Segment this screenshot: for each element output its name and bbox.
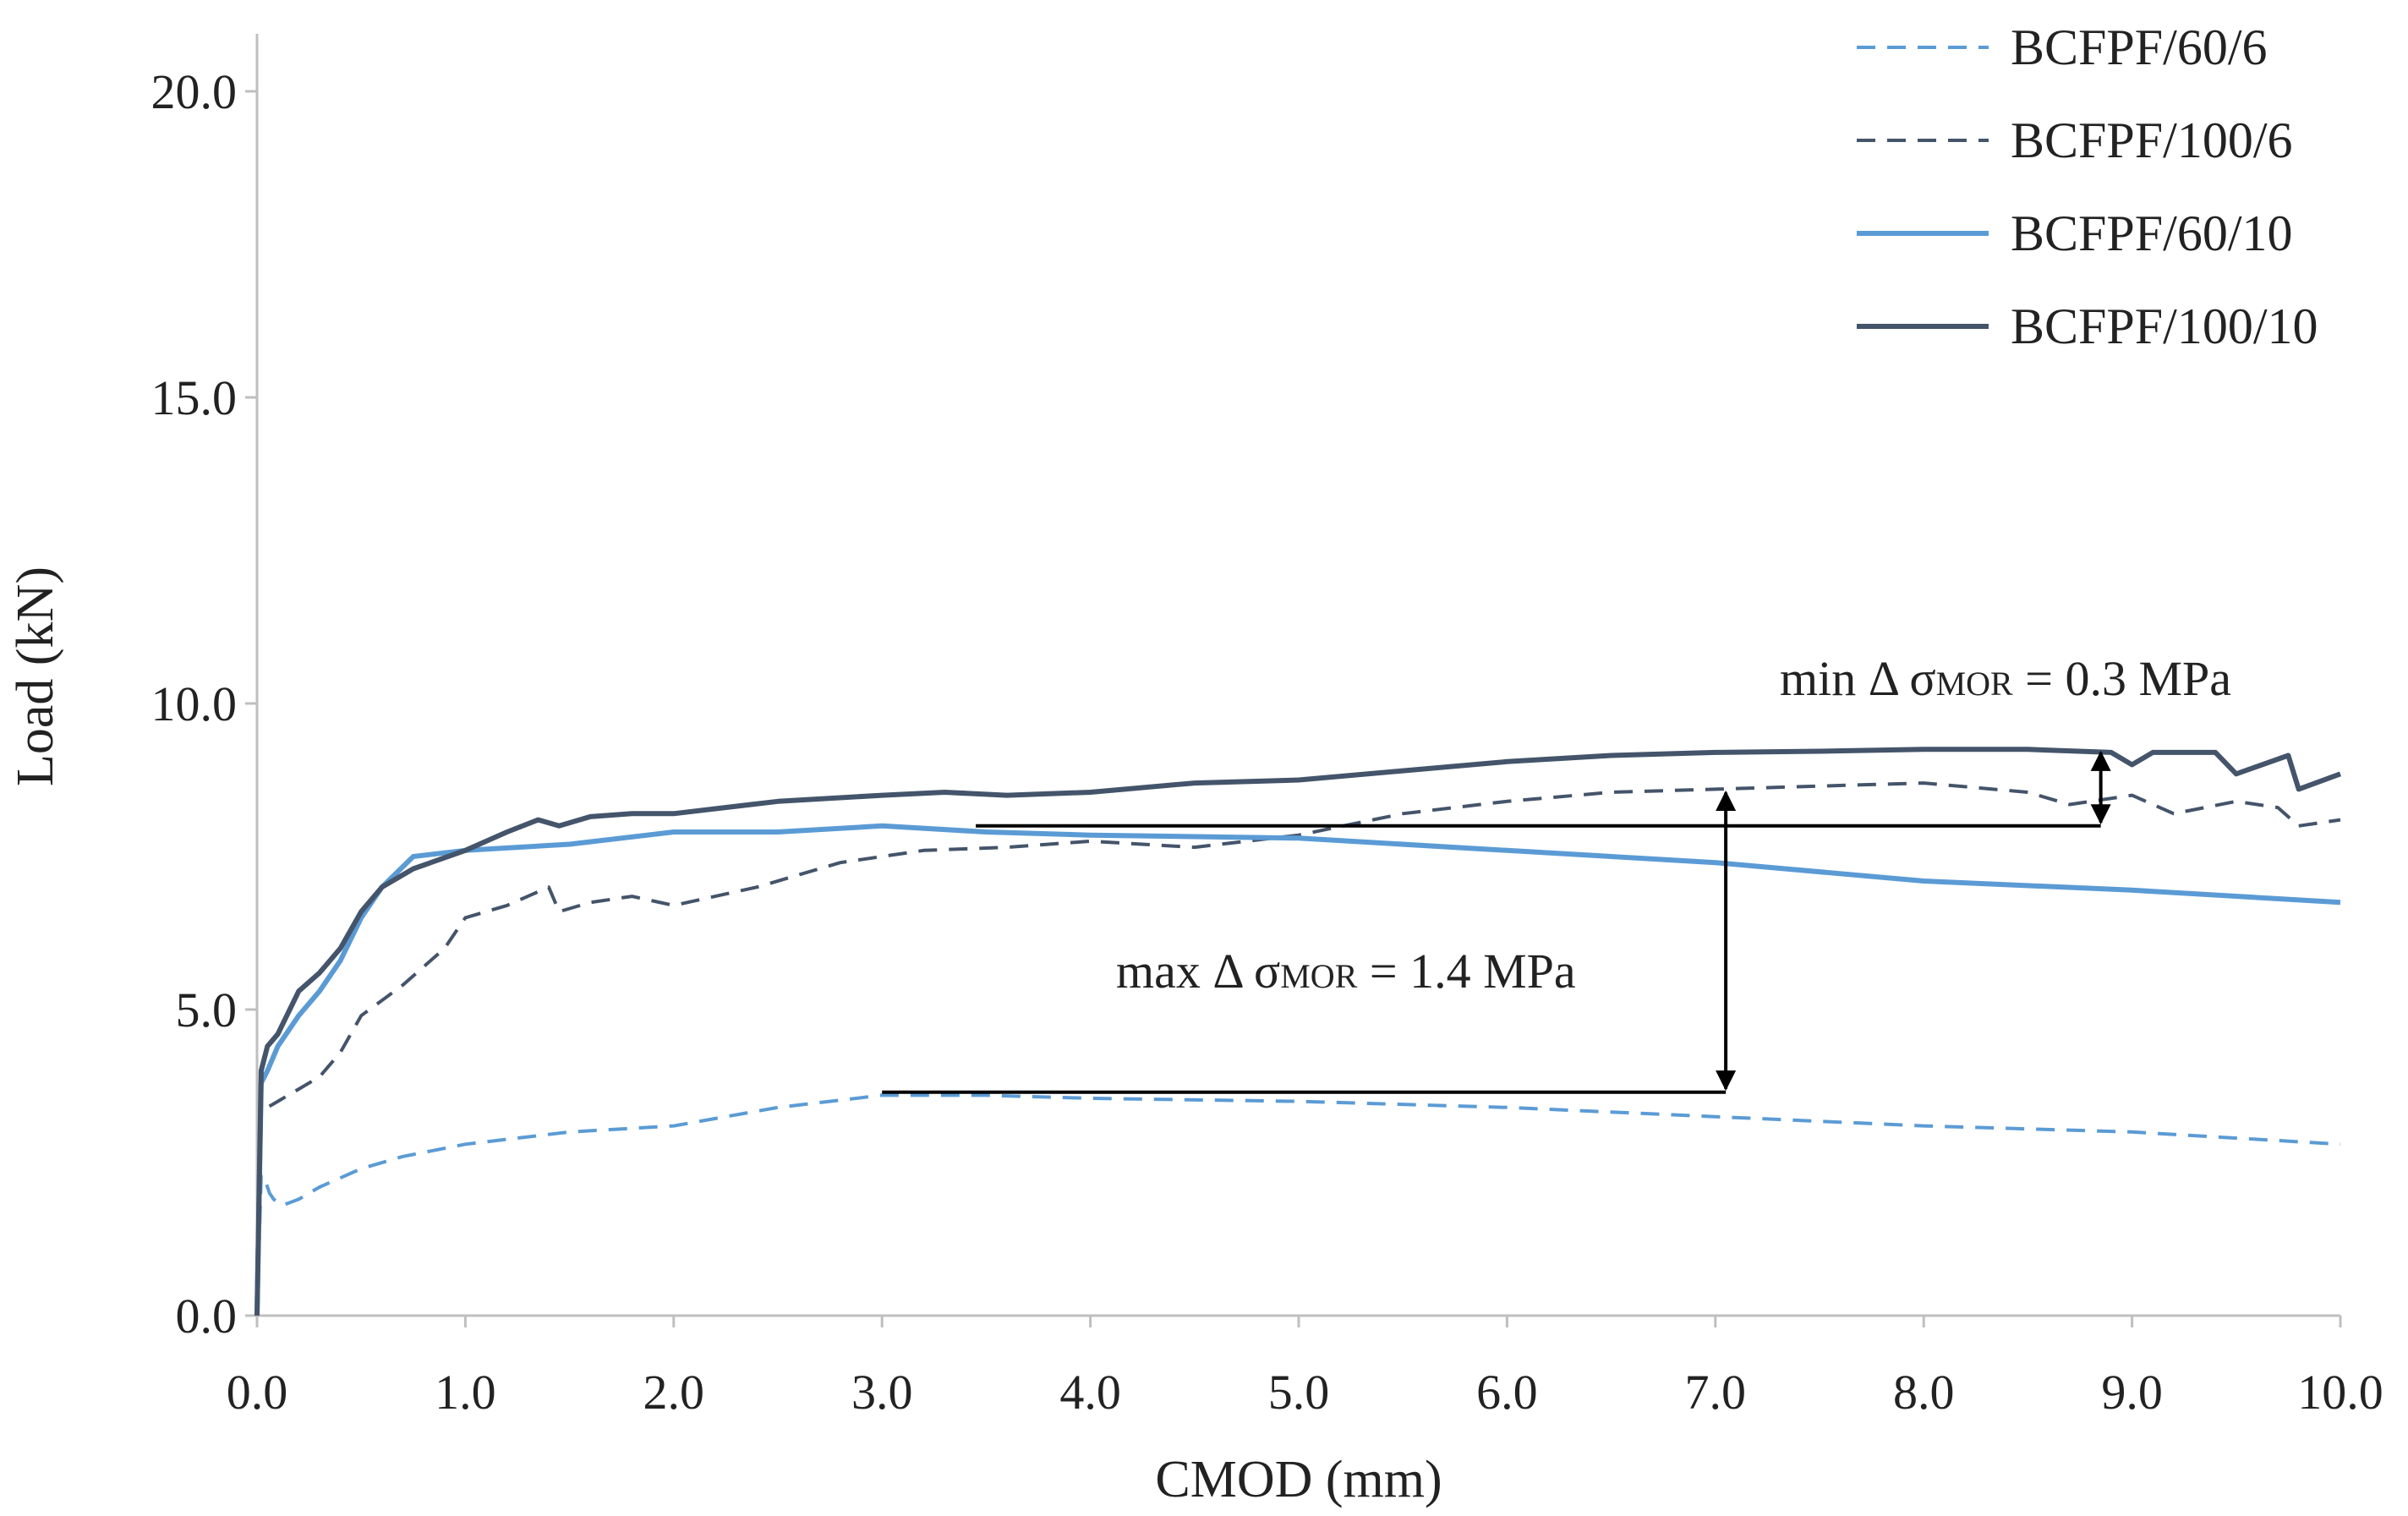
legend-label: BCFPF/100/6 (2011, 112, 2293, 168)
y-tick-label: 20.0 (151, 64, 238, 119)
y-axis-ticks: 0.0 5.0 10.0 15.0 20.0 (151, 64, 257, 1344)
legend-label: BCFPF/60/6 (2011, 19, 2268, 75)
y-axis-title: Load (kN) (7, 566, 64, 786)
y-tick-label: 10.0 (151, 676, 238, 731)
x-axis-ticks: 0.0 1.0 2.0 3.0 4.0 5.0 6.0 7.0 8.0 9.0 10.0 (227, 1316, 2383, 1420)
y-tick-label: 0.0 (176, 1289, 238, 1344)
annotation-min-suffix: = 0.3 MPa (2013, 651, 2231, 706)
series-line-bcfpf-60-10 (254, 823, 2341, 1316)
x-tick-label: 6.0 (1476, 1365, 1538, 1420)
legend: BCFPF/60/6 BCFPF/100/6 BCFPF/60/10 BCFPF/10… (1857, 19, 2318, 354)
x-tick-label: 4.0 (1059, 1365, 1121, 1420)
x-tick-label: 1.0 (435, 1365, 496, 1420)
annotation-max-label: max Δ σMOR = 1.4 MPa (1116, 944, 1576, 999)
y-tick-label: 5.0 (176, 982, 238, 1037)
annotation-max-subscript: MOR (1280, 957, 1357, 995)
series-line-bcfpf-100-10 (254, 747, 2342, 1316)
y-tick-label: 15.0 (151, 370, 238, 425)
x-tick-label: 5.0 (1268, 1365, 1330, 1420)
x-tick-label: 0.0 (227, 1365, 288, 1420)
legend-label: BCFPF/60/10 (2011, 205, 2293, 261)
x-axis-title: CMOD (mm) (1155, 1451, 1442, 1508)
series-line-bcfpf-100-6 (255, 781, 2341, 1316)
annotation-min-prefix: min Δ σ (1780, 651, 1936, 706)
x-tick-label: 9.0 (2101, 1365, 2163, 1420)
annotation-min-label: min Δ σMOR = 0.3 MPa (1780, 651, 2231, 706)
annotation-max-suffix: = 1.4 MPa (1357, 944, 1575, 999)
annotation-min-subscript: MOR (1936, 665, 2013, 703)
series-layer (254, 747, 2342, 1316)
plot-area: 0.0 1.0 2.0 3.0 4.0 5.0 6.0 7.0 8.0 9.0 10.0 0.0 5.… (151, 34, 2383, 1420)
x-tick-label: 8.0 (1893, 1365, 1955, 1420)
series-line-bcfpf-60-6 (255, 1093, 2341, 1316)
x-tick-label: 7.0 (1685, 1365, 1747, 1420)
x-tick-label: 10.0 (2297, 1365, 2383, 1420)
annotation-max-prefix: max Δ σ (1116, 944, 1280, 999)
x-tick-label: 2.0 (643, 1365, 705, 1420)
legend-label: BCFPF/100/10 (2011, 298, 2318, 354)
x-tick-label: 3.0 (851, 1365, 913, 1420)
